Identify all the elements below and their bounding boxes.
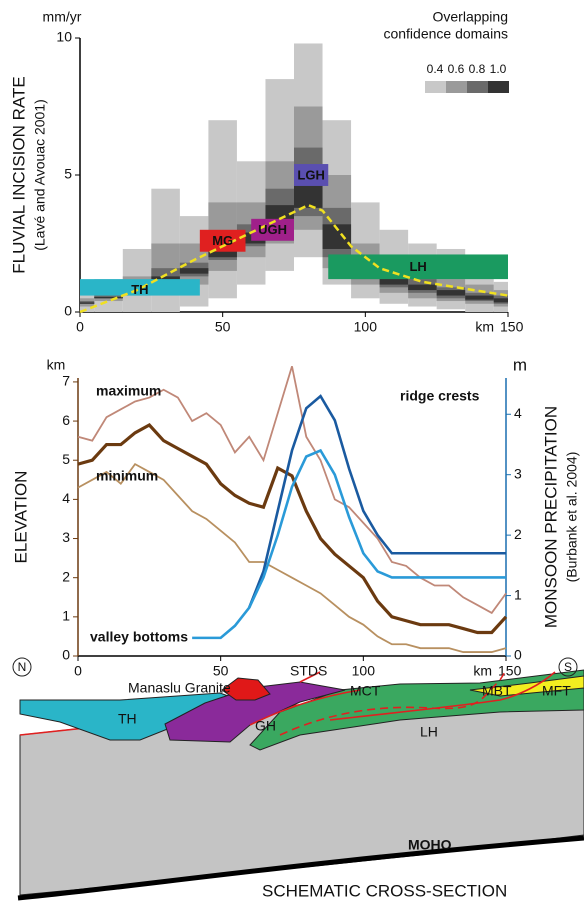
legend-label: 0.8: [469, 62, 486, 76]
x-tick-label: 100: [352, 663, 376, 679]
x-unit: km: [475, 319, 494, 335]
section-title: SCHEMATIC CROSS-SECTION: [262, 881, 507, 900]
legend-label: 0.4: [427, 62, 444, 76]
y2-axis-title: MONSOON PRECIPITATION: [541, 406, 560, 628]
th-unit: [19, 692, 247, 741]
series-label: valley bottoms: [90, 629, 188, 645]
legend-swatch: [425, 81, 446, 93]
confidence-band: [408, 284, 437, 291]
x-tick-label: 50: [213, 663, 229, 679]
legend-title: confidence domains: [383, 26, 508, 42]
series-label: minimum: [96, 468, 158, 484]
confidence-band: [179, 268, 209, 274]
zone-label: MG: [212, 233, 233, 248]
confidence-band: [465, 295, 494, 300]
legend-swatch: [467, 81, 488, 93]
y2-tick-label: 1: [514, 586, 522, 602]
gh-label: GH: [255, 718, 276, 734]
legend-label: 1.0: [490, 62, 507, 76]
moho-line: [17, 835, 584, 901]
series-label: maximum: [96, 383, 161, 399]
y-tick-label: 5: [64, 166, 72, 182]
confidence-band: [493, 298, 508, 303]
incision-panel: 0 50 100 150 km 0 5 10 0.4 0.6 0.8 1.0 Overlappingco…: [9, 9, 523, 335]
y-unit: mm/yr: [43, 9, 82, 25]
y-axis-title: ELEVATION: [11, 471, 30, 564]
zone: [294, 164, 329, 186]
y-tick-label: 5: [62, 451, 70, 467]
ramp: [279, 671, 506, 736]
confidence-band: [436, 290, 466, 296]
y2-tick-label: 4: [514, 405, 522, 421]
mft-label: MFT: [542, 683, 571, 699]
north-label: N: [18, 660, 27, 674]
series-line: [77, 462, 507, 653]
y-tick-label: 10: [56, 29, 72, 45]
y-tick-label: 0: [62, 647, 70, 663]
mbt-label: MBT: [482, 683, 512, 699]
y-axis-title: FLUVIAL INCISION RATE: [9, 76, 28, 273]
zone-label: TH: [131, 282, 148, 297]
y2-tick-label: 3: [514, 465, 522, 481]
y-tick-label: 2: [62, 568, 70, 584]
north-symbol: [12, 657, 32, 677]
confidence-band: [80, 302, 95, 304]
mct-label: MCT: [350, 683, 381, 699]
mct-fault: [249, 689, 361, 726]
zone: [251, 218, 294, 241]
y-tick-label: 6: [62, 412, 70, 428]
series-line: [77, 422, 508, 635]
zone-label: LGH: [297, 167, 324, 182]
south-label: S: [564, 660, 572, 674]
granite-label: Manaslu Granite: [128, 680, 231, 696]
legend-title: Overlapping: [433, 9, 509, 25]
y2-tick-label: 2: [514, 526, 522, 542]
th-label: TH: [118, 711, 137, 727]
y2-unit: m: [513, 355, 527, 374]
y-unit: km: [47, 357, 66, 373]
elevation-panel: 0 50 100 150km0123456701234maximumminimumri…: [11, 355, 579, 678]
x-unit: km: [473, 663, 492, 679]
zone: [199, 229, 246, 252]
zone-label: LH: [409, 259, 426, 274]
x-tick-label: 100: [354, 319, 378, 335]
stds-fault: [299, 671, 321, 683]
y-tick-label: 3: [62, 529, 70, 545]
zone: [80, 279, 200, 296]
series-line: [77, 365, 507, 615]
y2-tick-label: 0: [514, 647, 522, 663]
confidence-band: [94, 296, 123, 299]
moho-label: MOHO: [408, 837, 452, 853]
zone-label: UGH: [258, 222, 287, 237]
granite: [221, 677, 271, 701]
series-line: [247, 394, 506, 609]
zone: [328, 254, 508, 280]
y-tick-label: 0: [64, 303, 72, 319]
x-tick-label: 0: [74, 663, 82, 679]
series-line: [192, 448, 506, 640]
south-symbol: [558, 657, 578, 677]
x-tick-label: 0: [76, 319, 84, 335]
cross-section: N S Manaslu Granite STDS MCT MBT MFT TH …: [12, 657, 584, 901]
x-tick-label: 50: [215, 319, 231, 335]
x-tick-label: 150: [500, 319, 524, 335]
y-tick-label: 1: [62, 608, 70, 624]
stds-label: STDS: [290, 663, 327, 679]
y2-axis-ref: (Burbank et al. 2004): [564, 452, 580, 583]
mft-fault: [329, 671, 556, 721]
legend-swatch: [446, 81, 467, 93]
lh-label: LH: [420, 724, 438, 740]
y-tick-label: 4: [62, 490, 70, 506]
trend-line: [79, 203, 509, 314]
legend-swatch: [488, 81, 509, 93]
gh-unit: [164, 681, 346, 743]
confidence-band: [379, 276, 409, 285]
legend-label: 0.6: [448, 62, 465, 76]
siwalik: [469, 675, 584, 697]
series-label: ridge crests: [400, 388, 480, 404]
y-tick-label: 7: [62, 373, 70, 389]
y-axis-ref: (Lavé and Avouac 2001): [32, 99, 48, 251]
